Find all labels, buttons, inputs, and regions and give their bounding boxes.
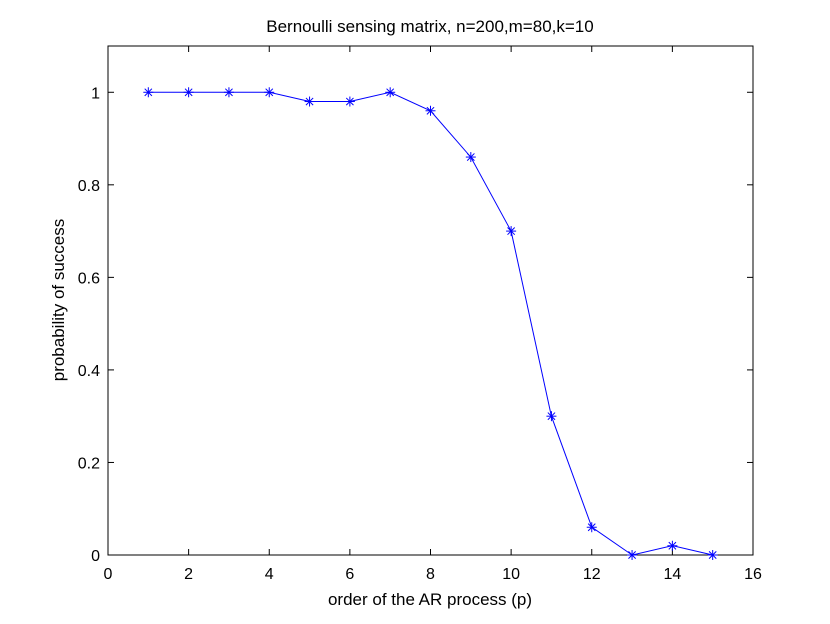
y-tick-label: 0.6 (78, 270, 100, 287)
x-tick-label: 8 (426, 566, 435, 583)
data-point (586, 522, 597, 533)
x-tick-label: 2 (184, 566, 193, 583)
data-point (425, 105, 436, 116)
y-tick-label: 0.4 (78, 363, 100, 380)
data-point (667, 540, 678, 551)
y-tick-label: 1 (91, 85, 100, 102)
data-point (304, 96, 315, 107)
x-tick-label: 0 (104, 566, 113, 583)
x-tick-label: 4 (265, 566, 274, 583)
x-tick-label: 14 (663, 566, 681, 583)
plot-area (107, 45, 754, 556)
x-axis-label: order of the AR process (p) (328, 590, 532, 609)
data-point (506, 226, 517, 237)
y-tick-label: 0.8 (78, 178, 100, 195)
data-series (143, 87, 718, 560)
data-point (183, 87, 194, 98)
data-point (385, 87, 396, 98)
data-point (465, 152, 476, 163)
data-point (707, 550, 718, 560)
chart-title: Bernoulli sensing matrix, n=200,m=80,k=1… (266, 17, 593, 36)
data-point (223, 87, 234, 98)
y-tick-label: 0 (91, 548, 100, 565)
x-tick-label: 10 (502, 566, 520, 583)
data-point (143, 87, 154, 98)
x-tick-label: 12 (583, 566, 601, 583)
x-tick-label: 16 (744, 566, 762, 583)
data-point (546, 411, 557, 422)
data-point (627, 550, 638, 560)
y-tick-label: 0.2 (78, 455, 100, 472)
y-axis-label: probability of success (49, 219, 68, 382)
x-tick-label: 6 (345, 566, 354, 583)
data-point (264, 87, 275, 98)
axis-ticks: 0 2 4 6 8 10 12 14 16 0 0.2 0.4 0.6 0.8 1 (78, 46, 762, 583)
data-point (344, 96, 355, 107)
